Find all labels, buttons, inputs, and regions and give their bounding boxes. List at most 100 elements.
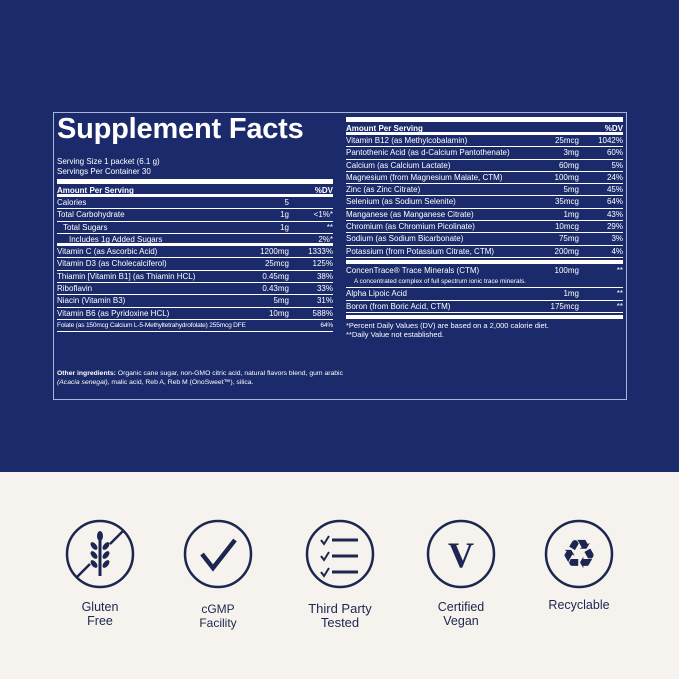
nutrient-name: Chromium (as Chromium Picolinate) <box>346 222 475 232</box>
nutrient-name: Selenium (as Sodium Selenite) <box>346 197 456 207</box>
nutrient-amount: 200mg <box>554 246 579 256</box>
nutrient-amount: 5mg <box>273 296 289 306</box>
nutrient-name: Vitamin B6 (as Pyridoxine HCL) <box>57 308 170 318</box>
footnote-dv: *Percent Daily Values (DV) are based on … <box>346 320 549 330</box>
table-row: Zinc (as Zinc Citrate) 5mg 45% <box>346 184 623 197</box>
nutrient-amount: 100mg <box>554 172 579 182</box>
nutrient-amount: 100mg <box>554 265 579 275</box>
nutrient-dv: 24% <box>606 172 623 182</box>
other-ingredients: Other ingredients: Organic cane sugar, n… <box>57 369 347 387</box>
footnote-not-established: **Daily Value not established. <box>346 329 444 339</box>
nutrient-name: Niacin (Vitamin B3) <box>57 296 126 306</box>
checkmark-icon <box>183 519 253 589</box>
svg-text:V: V <box>448 535 474 575</box>
table-row: Selenium (as Sodium Selenite) 35mcg 64% <box>346 196 623 209</box>
header-dv: %DV <box>604 124 623 133</box>
nutrient-dv: 33% <box>316 284 333 294</box>
table-row: Pantothenic Acid (as d-Calcium Pantothen… <box>346 147 623 160</box>
checklist-icon <box>305 519 375 589</box>
nutrient-dv: 45% <box>606 185 623 195</box>
nutrient-name: Calcium (as Calcium Lactate) <box>346 160 451 170</box>
table-row: Sodium (as Sodium Bicarbonate) 75mg 3% <box>346 233 623 246</box>
nutrient-name: Sodium (as Sodium Bicarbonate) <box>346 234 464 244</box>
supplement-facts-right-column: Amount Per Serving %DV Vitamin B12 (as Me… <box>346 117 623 339</box>
nutrient-amount: 1mg <box>563 209 579 219</box>
table-header: Amount Per Serving %DV <box>57 185 333 197</box>
nutrient-amount: 0.45mg <box>262 271 289 281</box>
svg-text:♻: ♻ <box>561 532 597 578</box>
badge-cgmp: cGMP Facility <box>163 518 273 630</box>
other-ingredients-text: , malic acid, Reb A, Reb M (OnoSweet™), … <box>107 379 254 386</box>
nutrient-name: Vitamin B12 (as Methylcobalamin) <box>346 136 468 145</box>
other-ingredients-label: Other ingredients: <box>57 370 116 377</box>
table-row: Calories 5 <box>57 197 333 210</box>
nutrient-amount: 5mg <box>563 185 579 195</box>
nutrient-name: Zinc (as Zinc Citrate) <box>346 185 421 195</box>
nutrient-amount: 5 <box>284 198 289 207</box>
badge-gluten-free: Gluten Free <box>45 518 155 628</box>
header-label: Amount Per Serving <box>346 124 423 132</box>
divider <box>346 117 623 122</box>
nutrient-amount <box>229 234 289 243</box>
vegan-v-icon: V <box>426 519 496 589</box>
nutrient-dv: 588% <box>312 308 333 318</box>
nutrient-dv: 3% <box>611 234 623 244</box>
badge-third-party: Third Party Tested <box>285 518 395 630</box>
nutrient-name: ConcenTrace® Trace Minerals (CTM) <box>346 265 480 275</box>
nutrient-name: Calories <box>57 198 87 207</box>
table-row: Vitamin B12 (as Methylcobalamin) 25mcg 104… <box>346 135 623 148</box>
header-label: Amount Per Serving <box>57 186 134 194</box>
nutrient-dv: <1%* <box>313 210 333 220</box>
supplement-facts-background <box>0 0 679 472</box>
nutrient-dv: 2%* <box>318 234 333 244</box>
supplement-facts-panel <box>53 112 627 400</box>
nutrient-dv: 64% <box>320 321 333 329</box>
nutrient-name: Vitamin C (as Ascorbic Acid) <box>57 247 158 257</box>
nutrient-name: Includes 1g Added Sugars <box>69 234 163 244</box>
feature-badges: Gluten Free cGMP Facility Third Party Te… <box>0 518 679 638</box>
table-row: Vitamin C (as Ascorbic Acid) 1200mg 1333% <box>57 246 333 259</box>
supplement-facts-left-column: Supplement Facts Serving Size 1 packet (… <box>57 113 333 333</box>
ctm-note: A concentrated complex of full spectrum … <box>346 277 623 289</box>
badge-vegan: V Certified Vegan <box>406 518 516 628</box>
badge-label: Recyclable <box>548 598 610 612</box>
nutrient-amount: 35mcg <box>554 197 579 207</box>
badge-label: Third Party Tested <box>308 601 372 630</box>
table-row: Manganese (as Manganese Citrate) 1mg 43% <box>346 209 623 222</box>
divider <box>346 259 623 264</box>
nutrient-amount: 1g <box>280 210 289 220</box>
nutrient-dv: ** <box>616 301 623 311</box>
divider <box>57 179 333 184</box>
table-row: Folate (as 150mcg Calcium L-5-Methyltetr… <box>57 320 333 333</box>
gluten-free-icon <box>65 519 135 589</box>
nutrient-amount: 75mg <box>558 234 579 244</box>
table-header: Amount Per Serving %DV <box>346 123 623 135</box>
nutrient-name: Vitamin D3 (as Cholecalciferol) <box>57 259 167 269</box>
table-row: Potassium (from Potassium Citrate, CTM) 2… <box>346 246 623 258</box>
nutrient-name: Folate (as 150mcg Calcium L-5-Methyltetr… <box>57 321 246 329</box>
nutrient-dv: ** <box>616 265 623 275</box>
nutrient-dv: 60% <box>606 148 623 158</box>
nutrient-dv: 1042% <box>598 136 623 145</box>
nutrient-dv: 125% <box>312 259 333 269</box>
supplement-facts-title: Supplement Facts <box>57 113 304 145</box>
nutrient-name: Pantothenic Acid (as d-Calcium Pantothen… <box>346 148 510 158</box>
table-row: Total Sugars 1g ** <box>57 222 333 234</box>
nutrient-dv: 1333% <box>308 247 333 257</box>
nutrient-name: Alpha Lipoic Acid <box>346 289 407 299</box>
table-row: Calcium (as Calcium Lactate) 60mg 5% <box>346 160 623 172</box>
nutrient-dv: 43% <box>606 209 623 219</box>
table-row: Vitamin B6 (as Pyridoxine HCL) 10mg 588% <box>57 308 333 320</box>
nutrient-amount: 25mcg <box>554 136 579 145</box>
table-row: Alpha Lipoic Acid 1mg ** <box>346 288 623 301</box>
nutrient-name: Manganese (as Manganese Citrate) <box>346 209 474 219</box>
nutrient-amount: 10mcg <box>554 222 579 232</box>
nutrient-dv: 31% <box>316 296 333 306</box>
nutrient-dv <box>289 197 333 208</box>
badge-label: Gluten Free <box>81 600 119 628</box>
table-row: Includes 1g Added Sugars 2%* <box>57 234 333 247</box>
table-row: Thiamin [Vitamin B1] (as Thiamin HCL) 0.4… <box>57 271 333 284</box>
nutrient-name: Boron (from Boric Acid, CTM) <box>346 301 451 311</box>
table-row: Magnesium (from Magnesium Malate, CTM) 10… <box>346 172 623 185</box>
nutrient-name: Thiamin [Vitamin B1] (as Thiamin HCL) <box>57 271 196 281</box>
